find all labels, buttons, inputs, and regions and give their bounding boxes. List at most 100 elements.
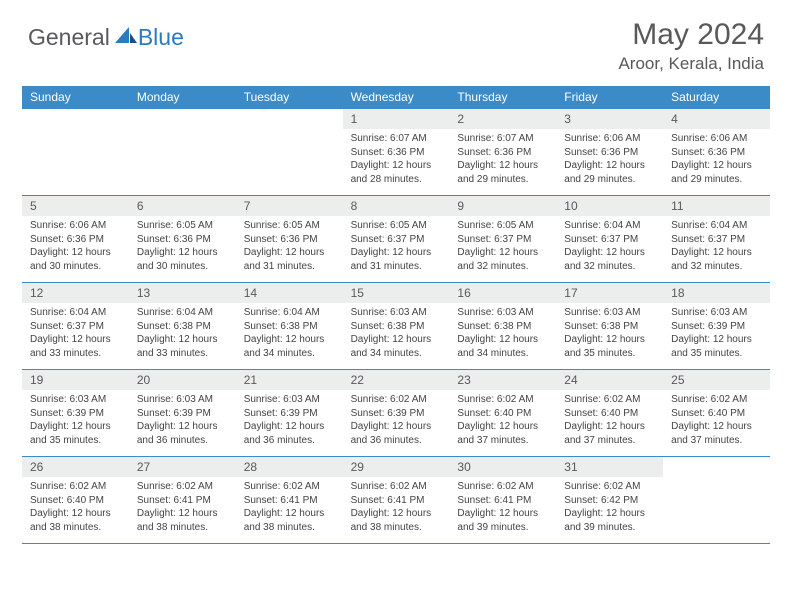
day-of-week-cell: Monday xyxy=(129,86,236,109)
sunrise-line: Sunrise: 6:04 AM xyxy=(564,219,657,233)
sunset-line: Sunset: 6:40 PM xyxy=(30,494,123,508)
day-number: 8 xyxy=(343,196,450,216)
week-row: 19Sunrise: 6:03 AMSunset: 6:39 PMDayligh… xyxy=(22,370,770,457)
day-details: Sunrise: 6:02 AMSunset: 6:42 PMDaylight:… xyxy=(556,480,663,534)
sunrise-line: Sunrise: 6:07 AM xyxy=(351,132,444,146)
day-details: Sunrise: 6:04 AMSunset: 6:38 PMDaylight:… xyxy=(236,306,343,360)
week-row: 1Sunrise: 6:07 AMSunset: 6:36 PMDaylight… xyxy=(22,109,770,196)
day-number: 31 xyxy=(556,457,663,477)
sunset-line: Sunset: 6:39 PM xyxy=(244,407,337,421)
daylight-line: Daylight: 12 hours and 30 minutes. xyxy=(137,246,230,273)
day-cell xyxy=(663,457,770,543)
day-cell: 25Sunrise: 6:02 AMSunset: 6:40 PMDayligh… xyxy=(663,370,770,456)
daylight-line: Daylight: 12 hours and 34 minutes. xyxy=(457,333,550,360)
day-number: 15 xyxy=(343,283,450,303)
day-number: 27 xyxy=(129,457,236,477)
month-title: May 2024 xyxy=(618,18,764,52)
daylight-line: Daylight: 12 hours and 36 minutes. xyxy=(351,420,444,447)
daylight-line: Daylight: 12 hours and 36 minutes. xyxy=(244,420,337,447)
day-cell: 4Sunrise: 6:06 AMSunset: 6:36 PMDaylight… xyxy=(663,109,770,195)
day-cell: 29Sunrise: 6:02 AMSunset: 6:41 PMDayligh… xyxy=(343,457,450,543)
day-of-week-cell: Friday xyxy=(556,86,663,109)
day-cell: 9Sunrise: 6:05 AMSunset: 6:37 PMDaylight… xyxy=(449,196,556,282)
week-row: 5Sunrise: 6:06 AMSunset: 6:36 PMDaylight… xyxy=(22,196,770,283)
day-cell: 11Sunrise: 6:04 AMSunset: 6:37 PMDayligh… xyxy=(663,196,770,282)
day-details: Sunrise: 6:05 AMSunset: 6:37 PMDaylight:… xyxy=(343,219,450,273)
day-of-week-cell: Saturday xyxy=(663,86,770,109)
day-details: Sunrise: 6:06 AMSunset: 6:36 PMDaylight:… xyxy=(663,132,770,186)
sunset-line: Sunset: 6:37 PM xyxy=(457,233,550,247)
sunset-line: Sunset: 6:36 PM xyxy=(137,233,230,247)
day-cell: 17 Sunrise: 6:03 AMSunset: 6:38 PMDayligh… xyxy=(556,283,663,369)
logo-sail-icon xyxy=(115,25,137,43)
sunrise-line: Sunrise: 6:04 AM xyxy=(244,306,337,320)
week-row: 26Sunrise: 6:02 AMSunset: 6:40 PMDayligh… xyxy=(22,457,770,544)
day-cell: 8 Sunrise: 6:05 AMSunset: 6:37 PMDaylight… xyxy=(343,196,450,282)
daylight-line: Daylight: 12 hours and 37 minutes. xyxy=(457,420,550,447)
sunset-line: Sunset: 6:39 PM xyxy=(671,320,764,334)
day-number: 17 xyxy=(556,283,663,303)
day-number: 26 xyxy=(22,457,129,477)
day-cell: 18Sunrise: 6:03 AMSunset: 6:39 PMDayligh… xyxy=(663,283,770,369)
day-cell: 3Sunrise: 6:06 AMSunset: 6:36 PMDaylight… xyxy=(556,109,663,195)
day-details: Sunrise: 6:02 AMSunset: 6:40 PMDaylight:… xyxy=(663,393,770,447)
sunrise-line: Sunrise: 6:02 AM xyxy=(244,480,337,494)
daylight-line: Daylight: 12 hours and 32 minutes. xyxy=(671,246,764,273)
sunset-line: Sunset: 6:37 PM xyxy=(671,233,764,247)
day-details: Sunrise: 6:02 AMSunset: 6:40 PMDaylight:… xyxy=(22,480,129,534)
daylight-line: Daylight: 12 hours and 28 minutes. xyxy=(351,159,444,186)
sunrise-line: Sunrise: 6:05 AM xyxy=(244,219,337,233)
sunrise-line: Sunrise: 6:05 AM xyxy=(351,219,444,233)
sunrise-line: Sunrise: 6:04 AM xyxy=(30,306,123,320)
daylight-line: Daylight: 12 hours and 32 minutes. xyxy=(564,246,657,273)
day-cell: 14 Sunrise: 6:04 AMSunset: 6:38 PMDayligh… xyxy=(236,283,343,369)
day-cell: 6Sunrise: 6:05 AMSunset: 6:36 PMDaylight… xyxy=(129,196,236,282)
sunrise-line: Sunrise: 6:06 AM xyxy=(30,219,123,233)
day-number: 21 xyxy=(236,370,343,390)
day-number: 6 xyxy=(129,196,236,216)
logo-text-blue: Blue xyxy=(138,24,184,51)
day-details: Sunrise: 6:03 AMSunset: 6:39 PMDaylight:… xyxy=(663,306,770,360)
sunrise-line: Sunrise: 6:05 AM xyxy=(457,219,550,233)
day-cell: 21Sunrise: 6:03 AMSunset: 6:39 PMDayligh… xyxy=(236,370,343,456)
sunset-line: Sunset: 6:37 PM xyxy=(351,233,444,247)
day-number: 29 xyxy=(343,457,450,477)
day-details: Sunrise: 6:04 AMSunset: 6:37 PMDaylight:… xyxy=(663,219,770,273)
sunset-line: Sunset: 6:39 PM xyxy=(30,407,123,421)
day-number: 3 xyxy=(556,109,663,129)
daylight-line: Daylight: 12 hours and 38 minutes. xyxy=(30,507,123,534)
day-details: Sunrise: 6:02 AMSunset: 6:41 PMDaylight:… xyxy=(449,480,556,534)
sunset-line: Sunset: 6:40 PM xyxy=(671,407,764,421)
day-cell: 12Sunrise: 6:04 AMSunset: 6:37 PMDayligh… xyxy=(22,283,129,369)
day-number xyxy=(663,457,770,477)
calendar: SundayMondayTuesdayWednesdayThursdayFrid… xyxy=(22,86,770,544)
sunrise-line: Sunrise: 6:02 AM xyxy=(564,480,657,494)
day-number: 14 xyxy=(236,283,343,303)
day-number: 10 xyxy=(556,196,663,216)
daylight-line: Daylight: 12 hours and 35 minutes. xyxy=(564,333,657,360)
day-details: Sunrise: 6:07 AMSunset: 6:36 PMDaylight:… xyxy=(449,132,556,186)
sunrise-line: Sunrise: 6:04 AM xyxy=(137,306,230,320)
daylight-line: Daylight: 12 hours and 37 minutes. xyxy=(564,420,657,447)
sunrise-line: Sunrise: 6:03 AM xyxy=(564,306,657,320)
sunrise-line: Sunrise: 6:02 AM xyxy=(351,480,444,494)
day-of-week-cell: Thursday xyxy=(449,86,556,109)
daylight-line: Daylight: 12 hours and 34 minutes. xyxy=(351,333,444,360)
sunset-line: Sunset: 6:38 PM xyxy=(244,320,337,334)
day-number: 23 xyxy=(449,370,556,390)
sunrise-line: Sunrise: 6:02 AM xyxy=(457,393,550,407)
daylight-line: Daylight: 12 hours and 38 minutes. xyxy=(244,507,337,534)
sunrise-line: Sunrise: 6:03 AM xyxy=(30,393,123,407)
day-number: 7 xyxy=(236,196,343,216)
sunrise-line: Sunrise: 6:06 AM xyxy=(671,132,764,146)
day-cell: 23 Sunrise: 6:02 AMSunset: 6:40 PMDayligh… xyxy=(449,370,556,456)
sunrise-line: Sunrise: 6:02 AM xyxy=(137,480,230,494)
sunset-line: Sunset: 6:38 PM xyxy=(564,320,657,334)
day-details: Sunrise: 6:04 AMSunset: 6:37 PMDaylight:… xyxy=(22,306,129,360)
sunset-line: Sunset: 6:40 PM xyxy=(457,407,550,421)
day-number: 30 xyxy=(449,457,556,477)
day-cell xyxy=(236,109,343,195)
week-row: 12Sunrise: 6:04 AMSunset: 6:37 PMDayligh… xyxy=(22,283,770,370)
sunset-line: Sunset: 6:41 PM xyxy=(457,494,550,508)
daylight-line: Daylight: 12 hours and 33 minutes. xyxy=(30,333,123,360)
